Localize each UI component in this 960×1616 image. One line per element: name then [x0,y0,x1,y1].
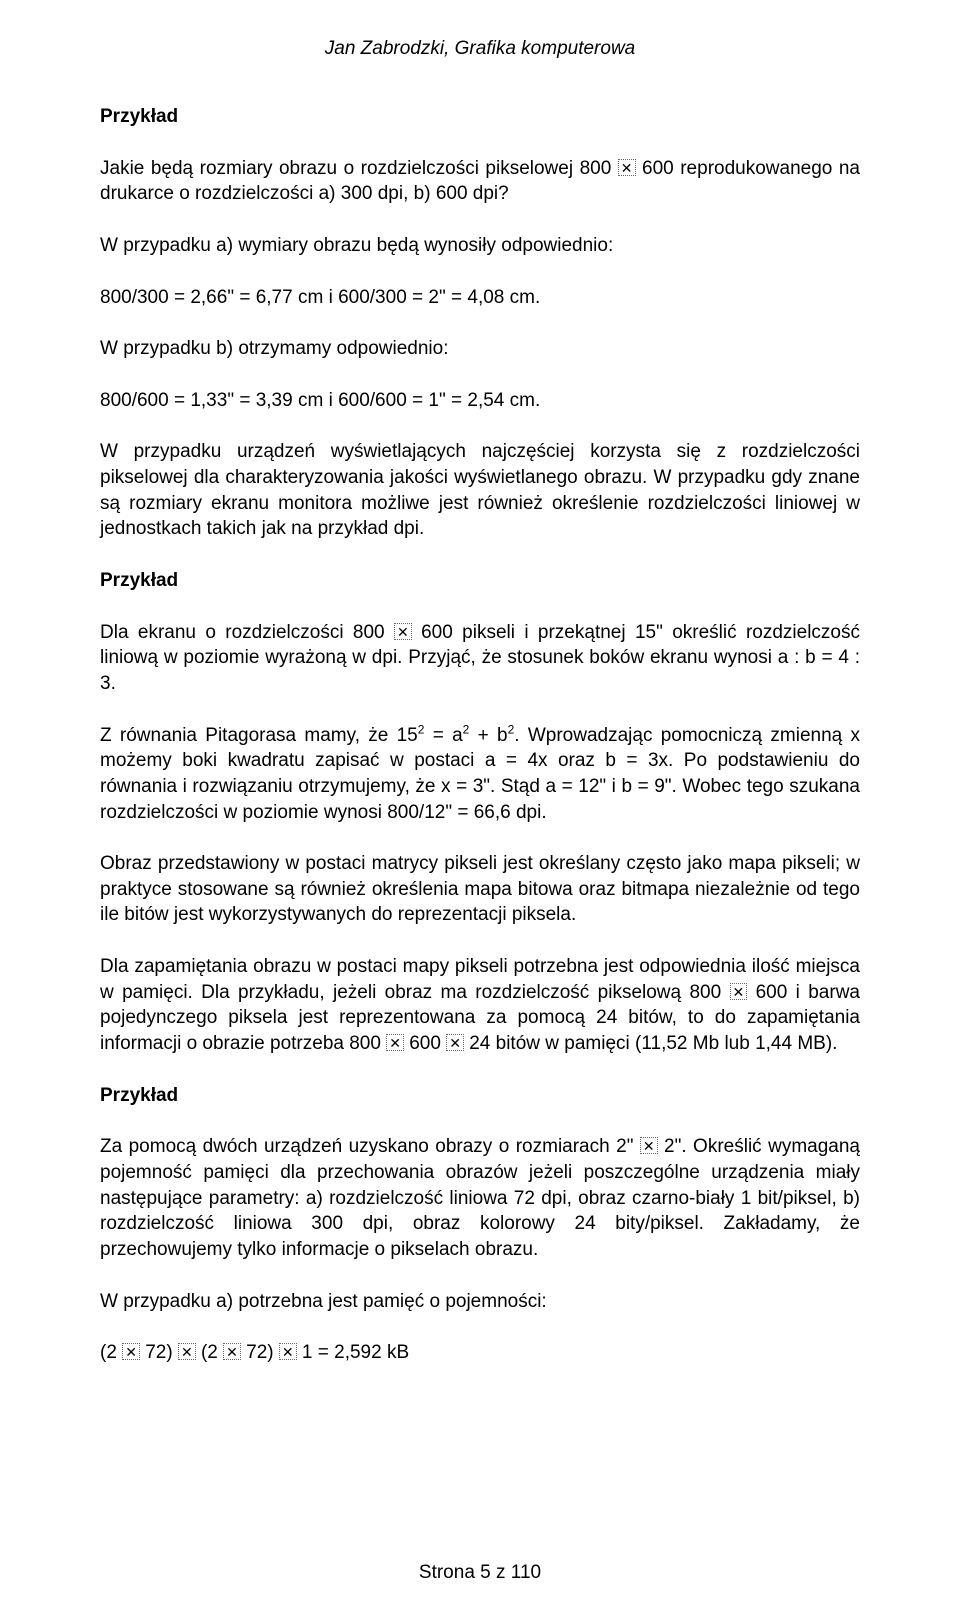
text: 24 bitów w pamięci (11,52 Mb lub 1,44 MB… [464,1033,838,1054]
text: + b [469,725,507,746]
times-icon: ✕ [122,1343,140,1360]
text: Za pomocą dwóch urządzeń uzyskano obrazy… [100,1136,640,1157]
running-head: Jan Zabrodzki, Grafika komputerowa [100,38,860,60]
text: = a [424,725,462,746]
text: Z równania Pitagorasa mamy, że 15 [100,725,418,746]
equation: (2 ✕ 72) ✕ (2 ✕ 72) ✕ 1 = 2,592 kB [100,1340,860,1366]
text: (2 [100,1342,122,1363]
heading-example-3: Przykład [100,1083,860,1109]
times-icon: ✕ [640,1137,658,1154]
heading-example-1: Przykład [100,104,860,130]
times-icon: ✕ [618,159,636,176]
text: Dla ekranu o rozdzielczości 800 [100,622,394,643]
times-icon: ✕ [178,1343,196,1360]
paragraph: W przypadku a) potrzebna jest pamięć o p… [100,1289,860,1315]
paragraph: Z równania Pitagorasa mamy, że 152 = a2 … [100,723,860,826]
text: 72) [140,1342,178,1363]
times-icon: ✕ [386,1034,404,1051]
text: 600 [404,1033,446,1054]
times-icon: ✕ [279,1343,297,1360]
paragraph: W przypadku urządzeń wyświetlających naj… [100,439,860,542]
paragraph: Dla zapamiętania obrazu w postaci mapy p… [100,954,860,1057]
text: 72) [241,1342,279,1363]
times-icon: ✕ [223,1343,241,1360]
equation: 800/600 = 1,33" = 3,39 cm i 600/600 = 1"… [100,388,860,414]
times-icon: ✕ [730,983,748,1000]
text: Jakie będą rozmiary obrazu o rozdzielczo… [100,158,618,179]
equation: 800/300 = 2,66" = 6,77 cm i 600/300 = 2"… [100,285,860,311]
page-footer: Strona 5 z 110 [0,1562,960,1584]
times-icon: ✕ [446,1034,464,1051]
paragraph: W przypadku a) wymiary obrazu będą wynos… [100,233,860,259]
page: Jan Zabrodzki, Grafika komputerowa Przyk… [0,0,960,1616]
text: (2 [196,1342,223,1363]
paragraph: Dla ekranu o rozdzielczości 800 ✕ 600 pi… [100,620,860,697]
paragraph: Za pomocą dwóch urządzeń uzyskano obrazy… [100,1134,860,1262]
text: 1 = 2,592 kB [297,1342,410,1363]
heading-example-2: Przykład [100,568,860,594]
times-icon: ✕ [394,623,412,640]
paragraph: Obraz przedstawiony w postaci matrycy pi… [100,851,860,928]
paragraph: Jakie będą rozmiary obrazu o rozdzielczo… [100,156,860,207]
paragraph: W przypadku b) otrzymamy odpowiednio: [100,336,860,362]
